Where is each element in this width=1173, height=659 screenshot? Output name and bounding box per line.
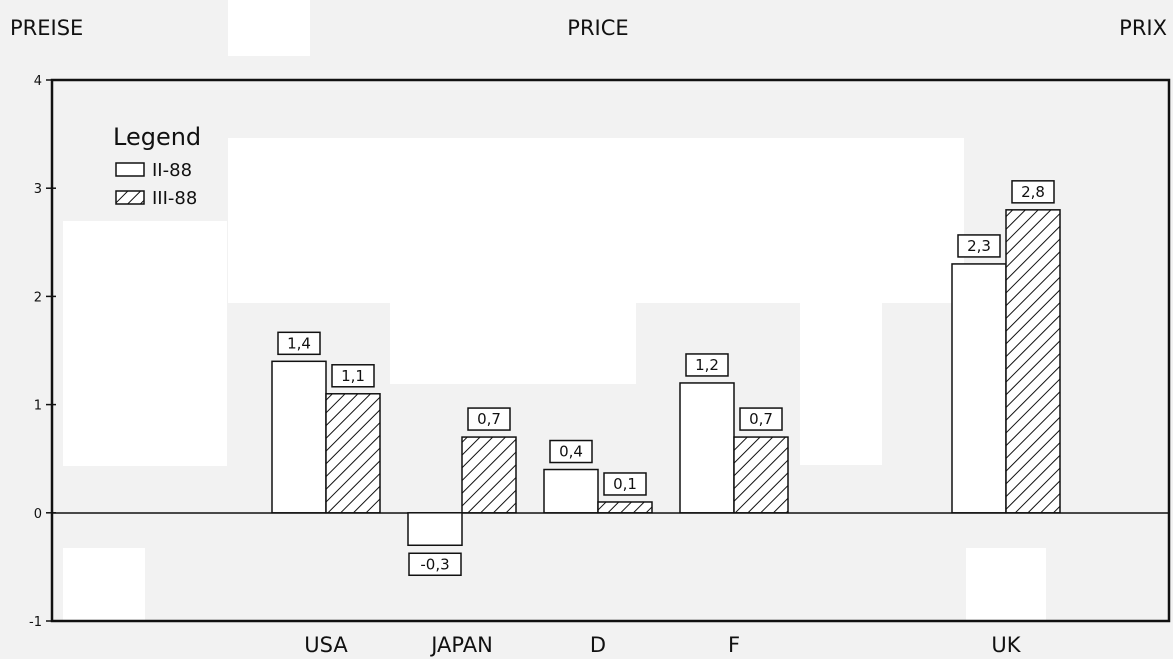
bar-ii-88-uk [951, 263, 1007, 514]
y-tick-label: -1 [29, 615, 42, 630]
legend-title: Legend [113, 123, 201, 151]
data-label-box [549, 439, 593, 464]
y-tick-label: 0 [34, 507, 42, 522]
data-label-box [739, 407, 783, 431]
header-right-title: PRIX [1119, 16, 1167, 40]
y-axis: 4 3 2 1 0 -1 [29, 74, 56, 630]
data-label-box [408, 552, 462, 577]
data-label-box [957, 234, 1001, 258]
data-label-box [331, 364, 375, 388]
data-label-box [1011, 180, 1055, 204]
legend-swatch-iii-88 [115, 190, 145, 205]
legend-label-iii-88: III-88 [152, 188, 197, 209]
plot-frame [50, 78, 1171, 623]
header-center-title: PRICE [567, 16, 628, 40]
x-category-label: F [728, 633, 740, 657]
data-label-box [685, 353, 729, 377]
data-label: 0,4 [559, 443, 583, 461]
x-category-label: D [590, 633, 606, 657]
data-label: 0,7 [749, 410, 773, 428]
bar-ii-88-usa [271, 360, 327, 514]
legend: Legend II-88 III-88 [113, 123, 201, 209]
x-category-label: USA [304, 633, 348, 657]
data-label: 0,7 [477, 410, 501, 428]
bar-iii-88-uk [1005, 209, 1061, 514]
data-label-box [277, 331, 321, 356]
y-tick-label: 1 [34, 399, 42, 414]
x-category-label: JAPAN [429, 633, 493, 657]
data-label-box [603, 472, 647, 496]
bar-iii-88-f [733, 436, 789, 514]
data-label: 1,1 [341, 367, 365, 385]
legend-label-ii-88: II-88 [152, 160, 192, 181]
legend-swatch-ii-88 [115, 162, 145, 177]
y-tick-label: 2 [34, 290, 42, 305]
data-label: 2,8 [1021, 183, 1045, 201]
data-label: 1,4 [287, 334, 311, 352]
y-tick-label: 3 [34, 182, 42, 197]
data-labels-group: 1,4 1,1 -0,3 0,7 0,4 0,1 1,2 0,7 2,3 2,8 [277, 180, 1055, 577]
y-tick-label: 4 [34, 74, 42, 89]
header-left-title: PREISE [10, 16, 83, 40]
x-axis-labels: USA JAPAN D F UK [304, 633, 1022, 657]
data-label: 2,3 [967, 237, 991, 255]
data-label-box [467, 407, 511, 431]
x-category-label: UK [991, 633, 1021, 657]
bar-ii-88-d [543, 468, 599, 514]
bar-iii-88-japan [461, 436, 517, 514]
bar-ii-88-japan [407, 512, 463, 547]
data-label: 0,1 [613, 475, 637, 493]
bar-iii-88-d [597, 501, 653, 514]
data-label: 1,2 [695, 356, 719, 374]
bars-group [271, 209, 1061, 547]
bar-ii-88-f [679, 382, 735, 514]
bar-iii-88-usa [325, 393, 381, 514]
data-label: -0,3 [420, 555, 449, 573]
